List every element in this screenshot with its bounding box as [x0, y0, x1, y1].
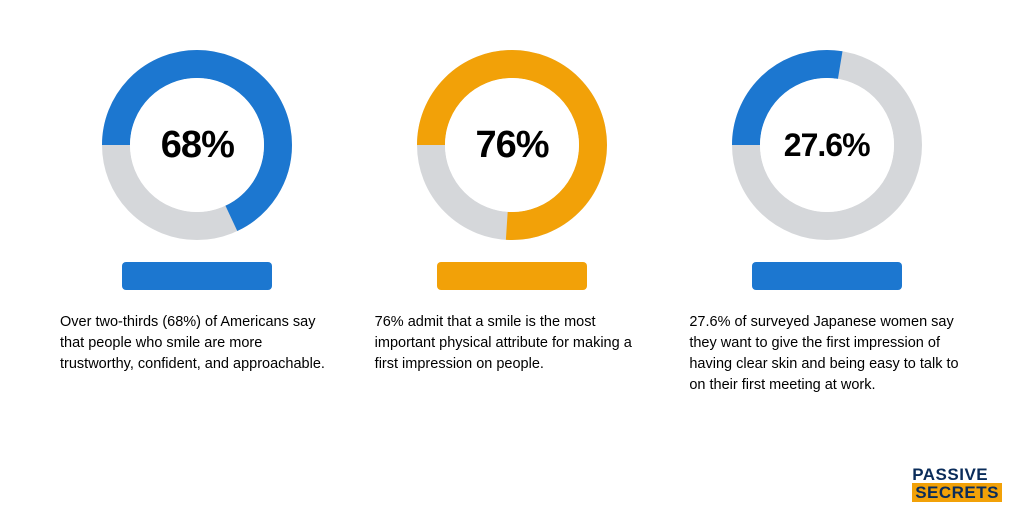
donut-percent-label: 68% — [161, 124, 234, 167]
accent-bar — [752, 262, 902, 290]
logo-bottom-text: SECRETS — [912, 483, 1002, 502]
accent-bar — [437, 262, 587, 290]
donut-chart-2: 76% — [417, 50, 607, 240]
donut-percent-label: 27.6% — [784, 127, 870, 164]
stat-description: Over two-thirds (68%) of Americans say t… — [60, 312, 335, 375]
stat-description: 76% admit that a smile is the most impor… — [375, 312, 650, 375]
stats-row: 68% Over two-thirds (68%) of Americans s… — [0, 0, 1024, 396]
brand-logo: PASSIVE SECRETS — [912, 466, 1002, 502]
donut-chart-1: 68% — [102, 50, 292, 240]
stat-column-1: 68% Over two-thirds (68%) of Americans s… — [60, 50, 335, 396]
donut-percent-label: 76% — [475, 124, 548, 167]
donut-chart-3: 27.6% — [732, 50, 922, 240]
stat-column-3: 27.6% 27.6% of surveyed Japanese women s… — [689, 50, 964, 396]
stat-description: 27.6% of surveyed Japanese women say the… — [689, 312, 964, 396]
logo-top-text: PASSIVE — [912, 466, 1002, 483]
accent-bar — [122, 262, 272, 290]
stat-column-2: 76% 76% admit that a smile is the most i… — [375, 50, 650, 396]
